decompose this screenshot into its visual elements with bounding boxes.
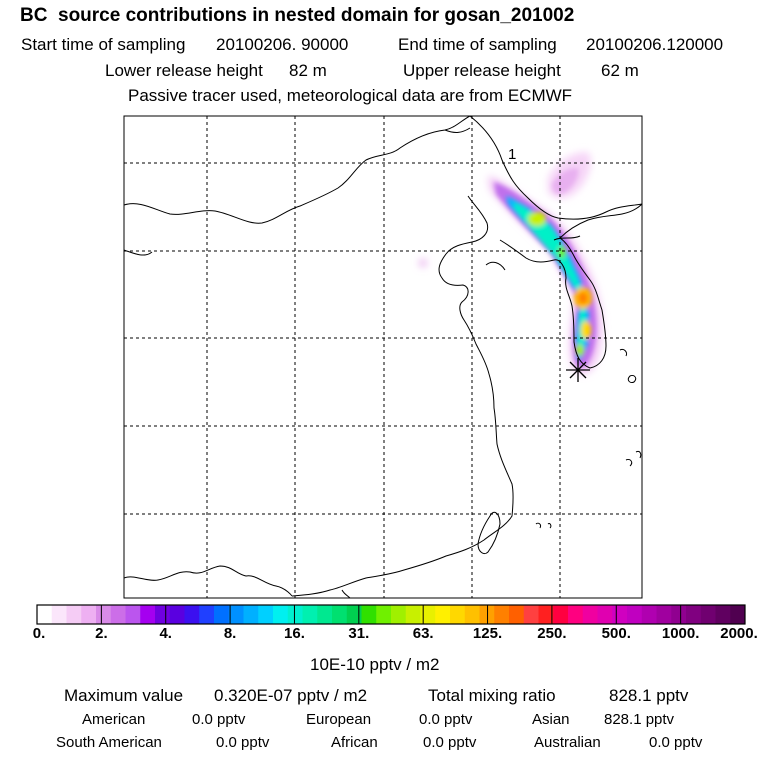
colorbar-segment <box>597 605 613 624</box>
total-mixing-value: 828.1 pptv <box>609 686 689 705</box>
colorbar-segment <box>538 605 554 624</box>
colorbar-segment <box>376 605 392 624</box>
max-value: 0.320E-07 pptv / m2 <box>214 686 368 705</box>
region-name: European <box>306 711 372 728</box>
region-name: American <box>82 711 146 728</box>
colorbar-segment <box>81 605 97 624</box>
colorbar-segment <box>243 605 259 624</box>
colorbar-segment <box>405 605 421 624</box>
colorbar-segment <box>214 605 230 624</box>
upper-release-label: Upper release height <box>403 61 561 80</box>
colorbar-segment <box>346 605 362 624</box>
colorbar-tick-label: 250. <box>537 625 567 642</box>
receptor-star-icon <box>566 358 590 382</box>
colorbar-units: 10E-10 pptv / m2 <box>310 655 440 674</box>
colorbar-tick-label: 2. <box>95 625 108 642</box>
region-value: 0.0 pptv <box>419 711 473 728</box>
lower-release-value: 82 m <box>289 61 327 80</box>
colorbar <box>36 604 746 625</box>
colorbar-segment <box>509 605 525 624</box>
region-name: Asian <box>532 711 570 728</box>
colorbar-segment <box>184 605 200 624</box>
colorbar-segment <box>420 605 436 624</box>
region-name: African <box>331 734 378 751</box>
map-annotation: 1 <box>508 146 517 163</box>
colorbar-segment <box>258 605 274 624</box>
end-time-label: End time of sampling <box>398 35 557 54</box>
colorbar-segment <box>273 605 289 624</box>
region-value: 0.0 pptv <box>423 734 477 751</box>
region-value: 0.0 pptv <box>649 734 703 751</box>
colorbar-segment <box>125 605 141 624</box>
colorbar-segment <box>700 605 716 624</box>
total-mixing-label: Total mixing ratio <box>428 686 556 705</box>
colorbar-tick-label: 500. <box>601 625 631 642</box>
colorbar-tick-label: 4. <box>159 625 172 642</box>
colorbar-segment <box>686 605 702 624</box>
chart-title: BC source contributions in nested domain… <box>20 5 575 26</box>
colorbar-segment <box>671 605 687 624</box>
plume-core <box>506 196 592 360</box>
region-name: South American <box>56 734 162 751</box>
colorbar-segment <box>199 605 215 624</box>
map-frame <box>123 115 643 599</box>
colorbar-segment <box>51 605 67 624</box>
end-time-value: 20100206.120000 <box>586 35 724 54</box>
colorbar-segment <box>169 605 185 624</box>
region-value: 828.1 pptv <box>604 711 675 728</box>
colorbar-segment <box>317 605 333 624</box>
region-name: Australian <box>534 734 601 751</box>
colorbar-segment <box>110 605 126 624</box>
colorbar-segment <box>96 605 112 624</box>
start-time-value: 20100206. 90000 <box>216 35 349 54</box>
colorbar-segment <box>730 605 746 624</box>
colorbar-tick-label: 0. <box>32 625 46 642</box>
colorbar-segment <box>656 605 672 624</box>
colorbar-segment <box>302 605 318 624</box>
colorbar-segment <box>361 605 377 624</box>
graticule <box>124 116 642 598</box>
colorbar-segment <box>332 605 348 624</box>
max-value-label: Maximum value <box>64 686 184 705</box>
colorbar-segment <box>450 605 466 624</box>
coastlines <box>124 116 642 598</box>
colorbar-tick-label: 16. <box>284 625 305 642</box>
colorbar-segment <box>66 605 82 624</box>
colorbar-segment <box>37 605 53 624</box>
colorbar-segment <box>140 605 156 624</box>
colorbar-segment <box>641 605 657 624</box>
upper-release-value: 62 m <box>601 61 639 80</box>
colorbar-tick-label: 63. <box>412 625 434 642</box>
colorbar-segment <box>715 605 731 624</box>
colorbar-tick-label: 31. <box>348 625 370 642</box>
colorbar-segment <box>582 605 598 624</box>
region-value: 0.0 pptv <box>216 734 270 751</box>
colorbar-tick-label: 125. <box>472 625 503 642</box>
lower-release-label: Lower release height <box>105 61 263 80</box>
colorbar-segment <box>228 605 244 624</box>
colorbar-segment <box>553 605 569 624</box>
colorbar-segment <box>287 605 303 624</box>
colorbar-segment <box>612 605 628 624</box>
start-time-label: Start time of sampling <box>21 35 186 54</box>
colorbar-border <box>36 604 746 625</box>
colorbar-segment <box>435 605 451 624</box>
region-value: 0.0 pptv <box>192 711 246 728</box>
colorbar-tick-label: 8. <box>223 625 237 642</box>
colorbar-segment <box>464 605 480 624</box>
colorbar-tick-label: 2000. <box>720 625 758 642</box>
colorbar-tick-label: 1000. <box>661 625 700 642</box>
colorbar-segment <box>494 605 510 624</box>
colorbar-segment <box>155 605 171 624</box>
colorbar-segment <box>568 605 584 624</box>
colorbar-segment <box>391 605 407 624</box>
colorbar-segment <box>627 605 643 624</box>
colorbar-segment <box>523 605 539 624</box>
tracer-note: Passive tracer used, meteorological data… <box>128 86 573 105</box>
